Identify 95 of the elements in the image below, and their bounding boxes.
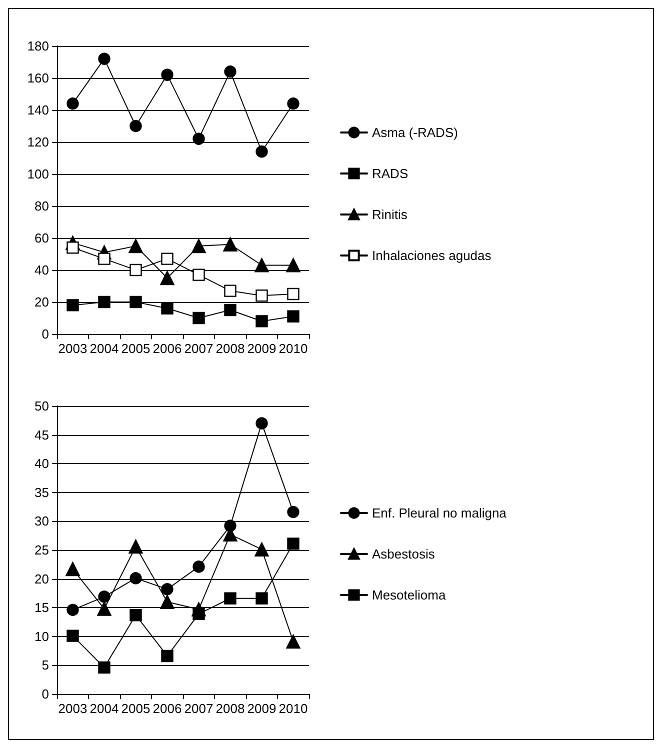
x-tick-label: 2003 <box>58 701 88 716</box>
point <box>287 506 300 518</box>
point <box>192 560 205 573</box>
y-tick-label: 45 <box>34 427 49 442</box>
point <box>286 258 300 272</box>
y-tick-label: 140 <box>27 102 49 118</box>
x-tick-label: 2008 <box>216 701 245 716</box>
point <box>256 290 268 302</box>
legend-label: RADS <box>372 166 408 181</box>
point <box>223 237 238 252</box>
point <box>130 608 142 622</box>
point <box>192 132 205 145</box>
point <box>287 538 300 550</box>
point <box>224 304 236 316</box>
x-tick-label: 2009 <box>247 341 276 356</box>
x-tick-label: 2004 <box>90 701 119 716</box>
legend-label: Asma (-RADS) <box>372 125 458 140</box>
point <box>161 68 174 81</box>
legend-label: Inhalaciones agudas <box>372 248 492 263</box>
y-tick-label: 0 <box>42 686 49 702</box>
point <box>66 242 79 254</box>
point <box>130 296 142 308</box>
point <box>256 592 268 604</box>
y-tick-label: 20 <box>34 571 49 586</box>
y-tick-label: 80 <box>34 198 49 214</box>
point <box>66 562 80 576</box>
point <box>160 270 174 286</box>
point <box>192 238 206 254</box>
point <box>256 146 268 158</box>
y-tick-label: 120 <box>27 134 49 150</box>
point <box>256 417 268 430</box>
point <box>192 268 205 281</box>
point <box>130 572 142 584</box>
point <box>66 299 79 312</box>
y-tick-label: 0 <box>42 326 49 342</box>
legend-label: Enf. Pleural no maligna <box>372 506 508 520</box>
point <box>130 120 142 132</box>
point <box>98 252 110 265</box>
point <box>161 583 174 596</box>
legend-label: Mesotelioma <box>372 588 446 602</box>
y-tick-label: 25 <box>34 542 49 558</box>
point <box>98 52 110 65</box>
y-tick-label: 15 <box>34 600 49 616</box>
y-tick-label: 20 <box>34 294 49 310</box>
x-tick-label: 2006 <box>152 341 182 356</box>
point <box>256 315 268 328</box>
point <box>287 288 300 300</box>
y-tick-label: 180 <box>27 38 49 54</box>
point <box>161 650 174 662</box>
point <box>130 264 142 276</box>
legend-label: Asbestosis <box>372 546 436 562</box>
point <box>254 542 269 557</box>
y-tick-label: 40 <box>34 262 49 278</box>
point <box>97 602 112 616</box>
point <box>128 539 143 554</box>
point <box>192 608 205 620</box>
point <box>287 98 300 110</box>
point <box>161 302 174 314</box>
point <box>224 592 236 604</box>
y-tick-label: 40 <box>34 456 49 472</box>
x-tick-label: 2007 <box>184 701 214 716</box>
point <box>192 312 205 324</box>
x-tick-label: 2009 <box>247 701 276 716</box>
x-tick-label: 2010 <box>278 341 308 356</box>
y-tick-label: 50 <box>34 398 49 414</box>
y-tick-label: 10 <box>34 628 49 644</box>
y-tick-label: 30 <box>34 514 49 529</box>
point <box>161 252 174 265</box>
legend-label: Rinitis <box>372 207 408 222</box>
x-tick-label: 2003 <box>58 341 88 356</box>
point <box>66 604 79 616</box>
y-tick-label: 35 <box>34 484 49 500</box>
y-tick-label: 5 <box>42 658 49 673</box>
y-tick-label: 100 <box>27 166 49 182</box>
point <box>224 66 236 78</box>
x-tick-label: 2008 <box>216 341 245 356</box>
x-tick-label: 2005 <box>121 701 150 716</box>
point <box>287 310 300 322</box>
x-tick-label: 2004 <box>90 341 119 356</box>
point <box>254 258 269 272</box>
point <box>286 634 300 649</box>
x-tick-label: 2007 <box>184 341 214 356</box>
y-tick-label: 60 <box>34 230 49 246</box>
x-tick-label: 2005 <box>121 341 150 356</box>
point <box>98 590 110 603</box>
x-tick-label: 2010 <box>278 701 308 716</box>
point <box>160 594 174 609</box>
point <box>66 630 79 642</box>
point <box>98 661 110 674</box>
point <box>224 284 236 297</box>
point <box>128 238 143 254</box>
x-tick-label: 2006 <box>152 701 182 716</box>
y-tick-label: 160 <box>27 70 49 86</box>
point <box>98 296 110 308</box>
point <box>66 98 79 110</box>
